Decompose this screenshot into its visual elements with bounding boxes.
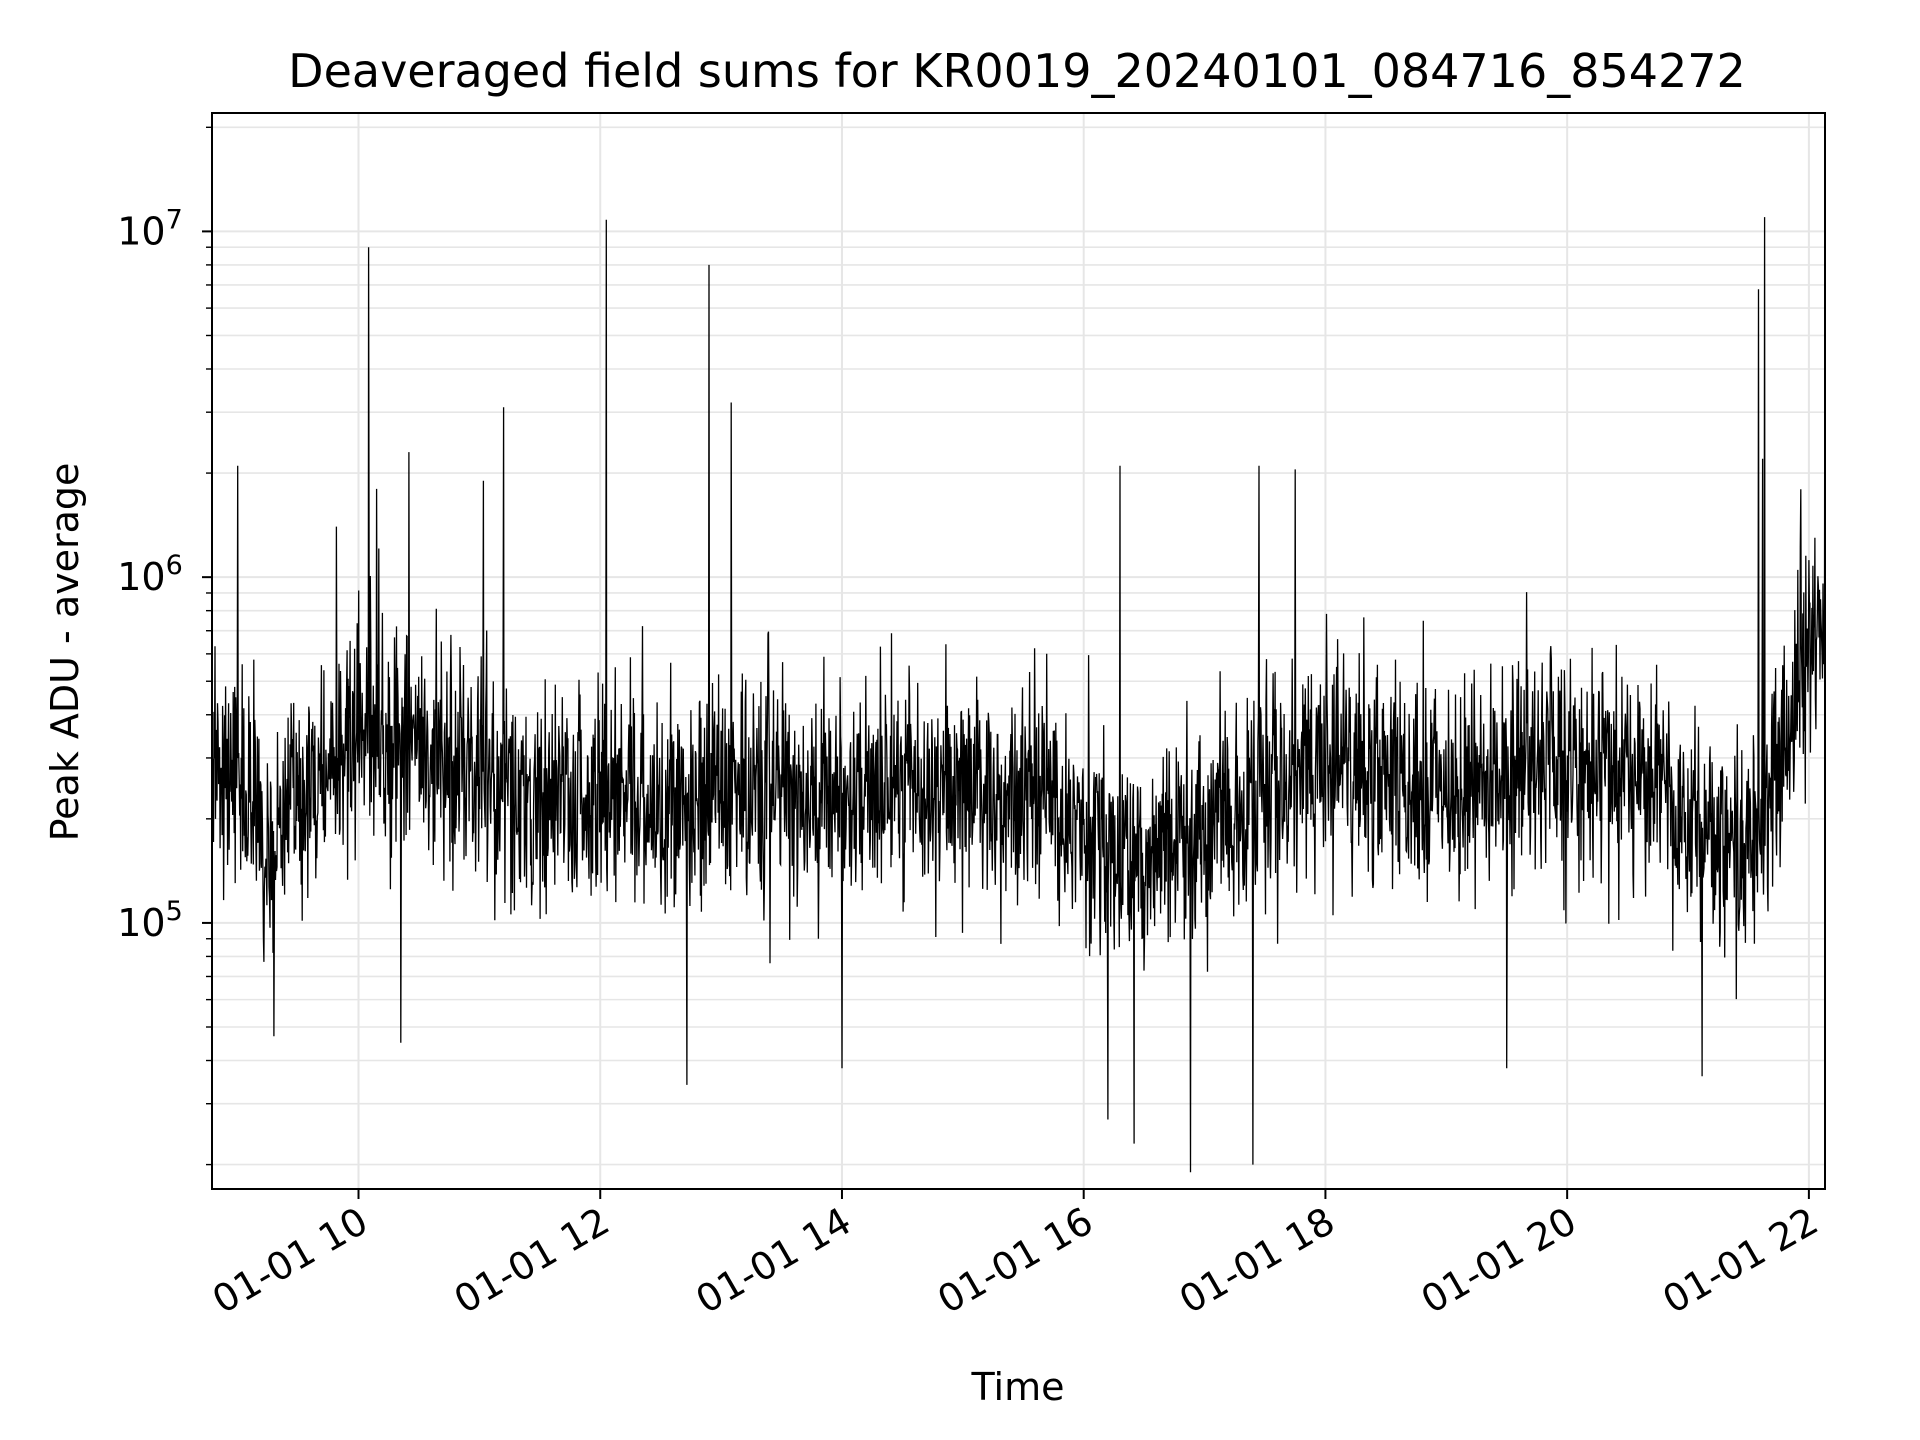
y-axis-ticks: 105 106 107 bbox=[117, 126, 212, 1166]
series-line bbox=[211, 160, 1826, 1173]
y-tick-label: 105 bbox=[117, 896, 183, 945]
x-axis-label: Time bbox=[971, 1365, 1065, 1409]
chart-title: Deaveraged field sums for KR0019_2024010… bbox=[288, 44, 1746, 98]
series bbox=[211, 160, 1826, 1173]
plot-frame bbox=[211, 112, 1826, 1190]
y-tick-label: 107 bbox=[117, 204, 183, 253]
y-axis-label: Peak ADU - average bbox=[43, 463, 87, 842]
y-tick-label: 106 bbox=[117, 550, 183, 599]
